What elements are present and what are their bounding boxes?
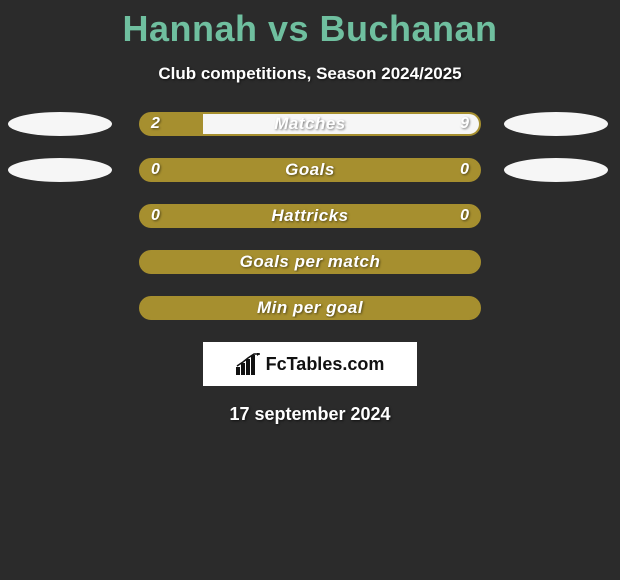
stat-row: Min per goal: [0, 296, 620, 320]
player-right-marker: [504, 158, 608, 182]
brand-text: FcTables.com: [266, 354, 385, 375]
stat-label: Hattricks: [141, 206, 479, 226]
brand-box: FcTables.com: [203, 342, 417, 386]
player-left-marker: [8, 158, 112, 182]
stat-row: 29Matches: [0, 112, 620, 136]
stat-bar: 00Goals: [139, 158, 481, 182]
stat-row: 00Hattricks: [0, 204, 620, 228]
brand-bar-icon: [236, 353, 262, 375]
page-title: Hannah vs Buchanan: [0, 0, 620, 50]
stat-label: Min per goal: [141, 298, 479, 318]
stat-label: Matches: [141, 114, 479, 134]
stat-label: Goals: [141, 160, 479, 180]
page-subtitle: Club competitions, Season 2024/2025: [0, 64, 620, 84]
stat-bar: Goals per match: [139, 250, 481, 274]
comparison-chart: 29Matches 00Goals 00Hattricks Goals per mat…: [0, 112, 620, 320]
stat-label: Goals per match: [141, 252, 479, 272]
generation-date: 17 september 2024: [0, 404, 620, 425]
stat-bar: 29Matches: [139, 112, 481, 136]
player-left-marker: [8, 112, 112, 136]
stat-row: 00Goals: [0, 158, 620, 182]
player-right-marker: [504, 112, 608, 136]
stat-bar: Min per goal: [139, 296, 481, 320]
stat-row: Goals per match: [0, 250, 620, 274]
stat-bar: 00Hattricks: [139, 204, 481, 228]
